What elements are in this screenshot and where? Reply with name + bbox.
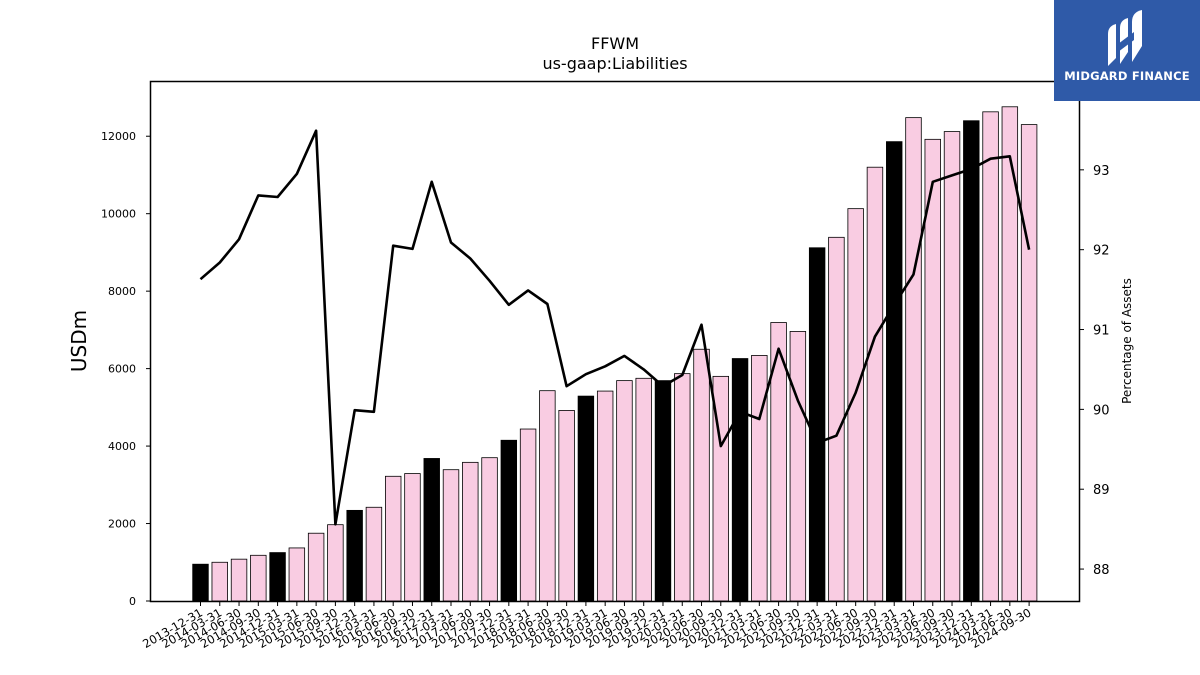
y-tick-label: 8000	[108, 285, 136, 298]
midgard-m-icon	[1108, 10, 1142, 66]
bar-2020-03-31	[674, 373, 691, 602]
y-tick-label: 2000	[108, 518, 136, 531]
bar-2014-06-30	[230, 558, 248, 602]
bar-2022-03-31	[828, 236, 845, 602]
y2-tick-label: 92	[1093, 244, 1110, 259]
bar-2018-03-31	[519, 428, 537, 602]
bar-2015-09-30	[327, 524, 344, 602]
bar-2016-03-31	[365, 506, 383, 602]
bar-2020-12-31	[731, 358, 749, 602]
bar-2017-06-30	[462, 461, 479, 602]
bar-2020-06-30	[693, 348, 710, 602]
bar-2019-06-30	[616, 380, 633, 602]
bar-2016-09-30	[404, 473, 421, 602]
y-tick-label: 10000	[101, 208, 136, 221]
axes-layer: 0200040006000800010000120008889909192932…	[101, 130, 1110, 651]
bar-2017-12-31	[500, 439, 518, 602]
line-layer	[199, 129, 1031, 526]
bar-2016-12-31	[423, 458, 440, 602]
y2-tick-label: 90	[1093, 403, 1110, 418]
bar-2015-03-31	[288, 547, 306, 602]
y-tick-label: 0	[129, 595, 136, 608]
bar-2021-12-31	[808, 247, 826, 602]
bar-2021-03-31	[751, 355, 768, 602]
chart-subtitle: us-gaap:Liabilities	[542, 54, 687, 73]
bar-2018-09-30	[558, 410, 575, 602]
y-tick-label: 6000	[108, 363, 136, 376]
bar-2019-09-30	[635, 377, 652, 602]
y2-tick-label: 89	[1093, 483, 1110, 498]
bar-2019-12-31	[654, 380, 672, 602]
bar-2017-09-30	[481, 457, 498, 602]
bar-2019-03-31	[596, 390, 614, 602]
chart-title: FFWM	[591, 34, 639, 53]
bar-2018-12-31	[577, 395, 595, 602]
bar-2014-09-30	[250, 554, 267, 602]
bar-2017-03-31	[442, 469, 460, 602]
y2-tick-label: 93	[1093, 164, 1110, 179]
bar-2016-06-30	[384, 475, 402, 602]
bar-2014-12-31	[269, 552, 286, 602]
y2-tick-label: 88	[1093, 563, 1110, 578]
bar-2022-12-31	[886, 141, 903, 602]
bar-2024-03-31	[982, 111, 999, 602]
y2-tick-label: 91	[1093, 324, 1110, 339]
bar-2014-03-31	[211, 561, 228, 602]
pct-of-assets-line	[199, 129, 1031, 526]
bar-2023-12-31	[963, 120, 980, 602]
bar-2015-06-30	[307, 532, 325, 602]
bar-2023-03-31	[905, 117, 922, 602]
y-tick-label: 12000	[101, 130, 136, 143]
brand-name: MIDGARD FINANCE	[1064, 69, 1190, 83]
bar-2013-12-31	[192, 563, 209, 602]
bar-2023-09-30	[943, 131, 961, 602]
bar-2021-09-30	[789, 331, 807, 602]
bar-2024-09-30	[1020, 124, 1038, 602]
y-axis-label: USDm	[67, 310, 91, 372]
plot-frame	[149, 80, 1081, 603]
bar-2022-09-30	[866, 166, 884, 602]
bar-2018-06-30	[539, 390, 556, 602]
brand-logo: MIDGARD FINANCE	[1054, 0, 1200, 101]
y2-axis-label: Percentage of Assets	[1120, 278, 1134, 404]
bar-2015-12-31	[346, 509, 363, 602]
y-tick-label: 4000	[108, 440, 136, 453]
